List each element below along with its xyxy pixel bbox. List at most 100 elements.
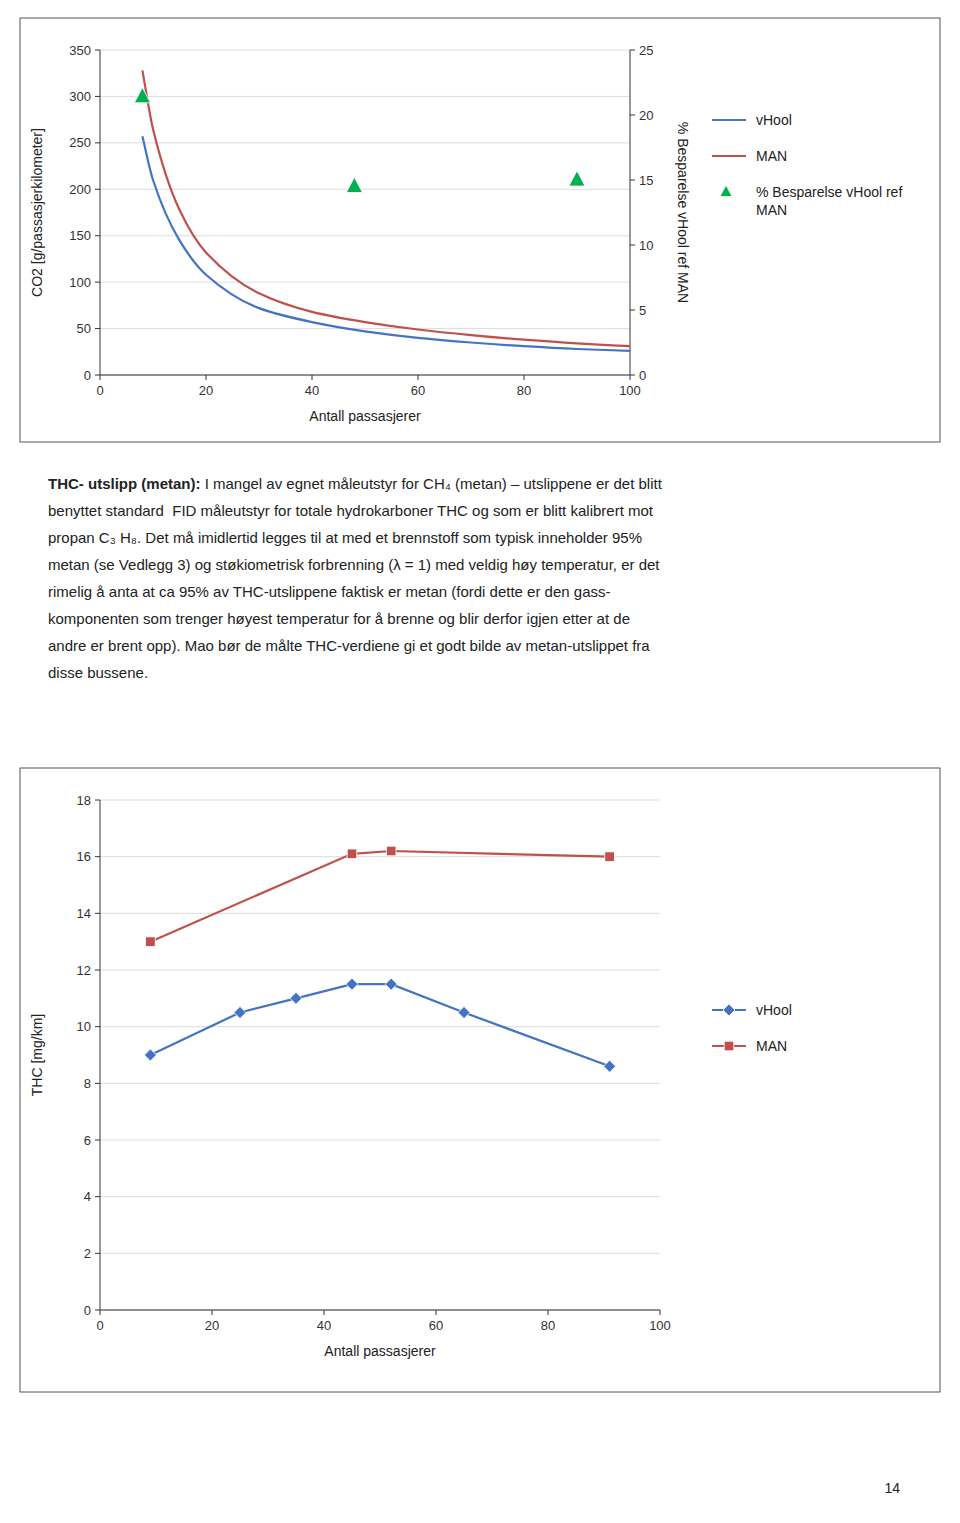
y-axis-label: CO2 [g/passasjerkilometer]: [29, 128, 45, 297]
legend-swatch: [712, 119, 746, 121]
page: {"chart_data": [ {"type": "line", "xlabe…: [0, 0, 960, 1523]
point: [234, 1007, 246, 1019]
point: [569, 171, 585, 186]
x-axis-label: Antall passasjerer: [309, 408, 421, 424]
line: [142, 70, 630, 346]
y2-tick-label: 20: [639, 108, 653, 123]
legend-marker: [720, 185, 732, 196]
x-tick: [312, 375, 313, 380]
y2-tick: [630, 115, 635, 116]
point: [346, 978, 358, 990]
y-tick-label: 150: [69, 228, 91, 243]
legend-label: vHool: [756, 112, 792, 128]
x-tick-label: 0: [96, 1318, 103, 1333]
x-tick-label: 40: [305, 383, 319, 398]
y-tick-label: 6: [84, 1133, 91, 1148]
x-tick: [660, 1310, 661, 1315]
y-tick: [95, 96, 100, 97]
y-tick: [95, 856, 100, 857]
legend-marker: [723, 1004, 735, 1016]
y-tick: [95, 800, 100, 801]
text-line: disse bussene.: [48, 659, 928, 686]
y-tick-label: 14: [77, 906, 91, 921]
x-tick: [100, 375, 101, 380]
point: [605, 852, 615, 862]
text-line: THC- utslipp (metan): I mangel av egnet …: [48, 470, 928, 497]
legend-label-line: MAN: [756, 148, 787, 164]
y-tick: [95, 1026, 100, 1027]
y-tick-label: 350: [69, 43, 91, 58]
x-tick-label: 80: [541, 1318, 555, 1333]
y2-tick-label: 25: [639, 43, 653, 58]
x-tick-label: 20: [205, 1318, 219, 1333]
grid-line: [100, 328, 630, 329]
y-tick-label: 250: [69, 135, 91, 150]
y-tick: [95, 1083, 100, 1084]
grid-line: [100, 1026, 660, 1027]
legend-label-line: MAN: [756, 1038, 787, 1054]
x-tick: [324, 1310, 325, 1315]
chart: 020406080100024681012141618Antall passas…: [0, 760, 960, 1400]
text-line: andre er brent opp). Mao bør de målte TH…: [48, 632, 928, 659]
y-tick-label: 0: [84, 368, 91, 383]
x-tick: [524, 375, 525, 380]
text-line: benyttet standard FID måleutstyr for tot…: [48, 497, 928, 524]
point: [146, 937, 156, 947]
text-line: metan (se Vedlegg 3) og støkiometrisk fo…: [48, 551, 928, 578]
page-number: 14: [884, 1480, 900, 1496]
text-line: komponenten som trenger høyest temperatu…: [48, 605, 928, 632]
line: [150, 984, 609, 1066]
y-tick: [95, 1196, 100, 1197]
y-axis-line: [100, 50, 101, 375]
point: [144, 1049, 156, 1061]
x-tick-label: 80: [517, 383, 531, 398]
x-tick: [212, 1310, 213, 1315]
x-tick-label: 0: [96, 383, 103, 398]
y-tick-label: 200: [69, 182, 91, 197]
line: [150, 851, 609, 942]
grid-line: [100, 1196, 660, 1197]
text-line: rimelig å anta at ca 95% av THC-utslippe…: [48, 578, 928, 605]
legend-label: vHool: [756, 1002, 792, 1018]
y2-axis-label: % Besparelse vHool ref MAN: [675, 122, 691, 303]
grid-line: [100, 50, 630, 51]
x-tick: [206, 375, 207, 380]
plot-area: [134, 70, 630, 350]
y2-tick-label: 10: [639, 238, 653, 253]
grid-line: [100, 913, 660, 914]
grid-line: [100, 1083, 660, 1084]
y2-tick: [630, 180, 635, 181]
y-tick: [95, 235, 100, 236]
x-axis-line: [100, 375, 630, 376]
x-tick: [548, 1310, 549, 1315]
x-tick-label: 60: [411, 383, 425, 398]
line: [142, 136, 630, 351]
y-tick-label: 8: [84, 1076, 91, 1091]
x-tick: [100, 1310, 101, 1315]
x-axis-line: [100, 1310, 660, 1311]
y-tick: [95, 1253, 100, 1254]
y-tick: [95, 913, 100, 914]
text-heading: THC- utslipp (metan):: [48, 475, 200, 492]
y2-tick: [630, 310, 635, 311]
grid-line: [100, 1310, 660, 1311]
legend: vHoolMAN% Besparelse vHool refMAN: [712, 112, 902, 218]
y-tick: [95, 1310, 100, 1311]
x-tick: [630, 375, 631, 380]
frame: [20, 18, 940, 442]
grid-line: [100, 96, 630, 97]
point: [134, 88, 150, 103]
x-tick-label: 60: [429, 1318, 443, 1333]
legend-label: MAN: [756, 1038, 787, 1054]
axes: 0204060801000501001502002503003500510152…: [69, 43, 653, 399]
y2-tick-label: 15: [639, 173, 653, 188]
x-tick-label: 20: [199, 383, 213, 398]
grid-line: [100, 375, 630, 376]
y2-tick-label: 0: [639, 368, 646, 383]
chart-container: 020406080100024681012141618Antall passas…: [0, 760, 960, 1400]
x-tick-label: 100: [649, 1318, 671, 1333]
y-tick: [95, 328, 100, 329]
y2-axis-line: [630, 50, 631, 375]
point: [290, 992, 302, 1004]
legend-label: MAN: [756, 148, 787, 164]
